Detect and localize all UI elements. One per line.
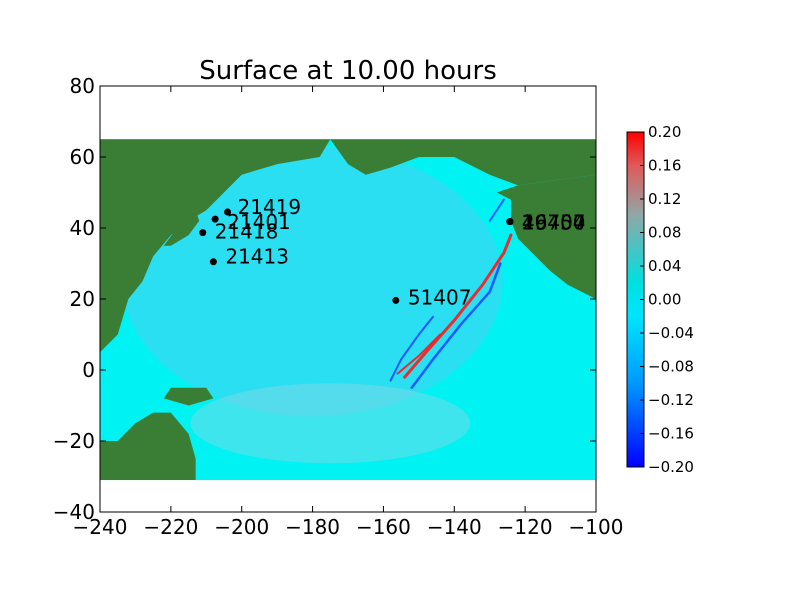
x-tick-label: −200 — [214, 515, 269, 539]
y-axis: −40 −20 0 20 40 60 80 — [53, 74, 596, 524]
land-japan — [163, 210, 200, 246]
gauge-marker-21401 — [211, 215, 219, 223]
wave-disturbance-south — [190, 383, 471, 464]
gauge-label-19750: 19750 — [522, 211, 586, 235]
colorbar-tick-label: 0.08 — [648, 224, 681, 242]
gauge-label-2: 2 — [522, 211, 535, 235]
colorbar-tick-label: −0.04 — [648, 324, 694, 342]
gauge-marker-21419 — [224, 208, 232, 216]
wave-front-blue-1 — [410, 262, 502, 389]
colorbar-tick-label: −0.12 — [648, 391, 694, 409]
gauge-label-1: 1 — [522, 211, 535, 235]
y-tick-label: −40 — [53, 500, 95, 524]
y-tick-label: 0 — [82, 358, 95, 382]
colorbar-tick-label: 0.12 — [648, 190, 681, 208]
colorbar-tick-label: −0.08 — [648, 358, 694, 376]
land-alaska — [330, 139, 596, 186]
gauge-label-21413: 21413 — [225, 245, 289, 269]
wave-front-blue-2 — [389, 315, 435, 382]
x-tick-label: −180 — [285, 515, 340, 539]
land-north-america — [496, 174, 596, 299]
colorbar: −0.20 −0.16 −0.12 −0.08 −0.04 0.00 0.04 0.08 0.1… — [626, 123, 694, 476]
x-tick-label: −220 — [143, 515, 198, 539]
wave-front-red-secondary — [396, 333, 442, 375]
gauge-label-46404: 46404 — [522, 211, 586, 235]
colorbar-tick-label: 0.00 — [648, 291, 681, 309]
chart-title: Surface at 10.00 hours — [199, 56, 497, 86]
gauge-label-21419: 21419 — [238, 195, 302, 219]
y-tick-label: −20 — [53, 429, 95, 453]
gauge-label-46407: 46407 — [522, 211, 586, 235]
land-new-guinea — [163, 387, 214, 406]
colorbar-tick-label: −0.20 — [648, 458, 694, 476]
gauge-label-51407: 51407 — [408, 285, 472, 309]
y-tick-label: 80 — [70, 74, 95, 98]
gauge-marker-21418 — [199, 229, 207, 237]
land-asia — [100, 139, 331, 353]
surface-map — [100, 139, 596, 481]
gauge-label-21418: 21418 — [215, 220, 279, 244]
colorbar-tick-label: 0.16 — [648, 157, 681, 175]
colorbar-tick-label: −0.16 — [648, 425, 694, 443]
y-tick-label: 60 — [70, 145, 95, 169]
y-tick-label: 40 — [70, 216, 95, 240]
y-tick-label: 20 — [70, 287, 95, 311]
gauge-marker-21413 — [209, 258, 217, 266]
x-tick-label: −120 — [498, 515, 553, 539]
x-tick-label: −240 — [73, 515, 128, 539]
colorbar-tick-label: 0.04 — [648, 257, 681, 275]
x-tick-label: −140 — [427, 515, 482, 539]
gauge-marker-19750 — [506, 218, 514, 226]
wave-front-red-main — [403, 233, 513, 379]
x-tick-label: −100 — [569, 515, 624, 539]
x-axis: −240 −220 −200 −180 −160 −140 −120 −100 — [73, 86, 624, 539]
x-tick-label: −160 — [356, 515, 411, 539]
land-australia — [100, 412, 196, 481]
gauge-label-21401: 21401 — [227, 210, 291, 234]
wave-front-blue-3 — [488, 198, 505, 222]
gauge-marker-51407 — [392, 296, 400, 304]
colorbar-tick-label: 0.20 — [648, 123, 681, 141]
colorbar-ticks: −0.20 −0.16 −0.12 −0.08 −0.04 0.00 0.04 0.08 0.1… — [640, 123, 694, 476]
